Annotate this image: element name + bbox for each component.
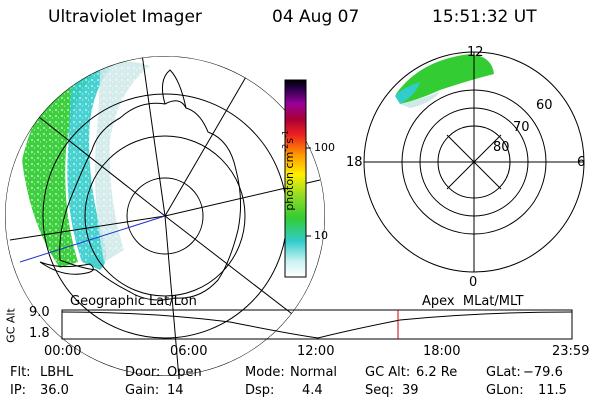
gcalt-label: GC Alt:: [365, 365, 411, 380]
meridian-line: [19, 215, 166, 263]
altitude-ylabel: GC Alt: [4, 308, 18, 343]
glat-value: −79.6: [523, 365, 563, 380]
apex-polar-plot: [363, 51, 585, 273]
altitude-xtick-1200: 12:00: [297, 344, 335, 359]
mlt-label-0: 0: [469, 275, 478, 290]
seq-value: 39: [402, 383, 419, 398]
filter-value: LBHL: [40, 365, 74, 380]
altitude-xtick-1800: 18:00: [423, 344, 461, 359]
door-label: Door:: [125, 365, 161, 380]
geo-panel-title: Geographic Lat/Lon: [70, 294, 197, 309]
altitude-ytick-9: 9.0: [29, 305, 50, 320]
apex-panel-title: Apex MLat/MLT: [422, 294, 524, 309]
mode-label: Mode:: [245, 365, 285, 380]
coastline: [59, 100, 242, 301]
gain-label: Gain:: [125, 383, 160, 398]
altitude-plot: [61, 309, 573, 340]
altitude-xtick-0600: 06:00: [170, 344, 208, 359]
colorbar-unit-label: photon cm-2s-1: [281, 130, 296, 211]
instrument-title: Ultraviolet Imager: [48, 7, 202, 27]
altitude-xtick-0000: 00:00: [44, 344, 82, 359]
gain-value: 14: [167, 383, 184, 398]
altitude-xtick-2359: 23:59: [552, 344, 590, 359]
observation-time: 15:51:32 UT: [432, 7, 537, 27]
colorbar-tick-100: 100: [314, 141, 335, 154]
colorbar-tick-10: 10: [314, 229, 328, 242]
geographic-map: [9, 56, 321, 376]
ip-value: 36.0: [40, 383, 69, 398]
altitude-curve: [61, 311, 573, 339]
dsp-value: 4.4: [302, 383, 323, 398]
filter-label: Flt:: [10, 365, 31, 380]
observation-date: 04 Aug 07: [272, 7, 360, 27]
mlt-label-12: 12: [467, 45, 484, 60]
glon-value: 11.5: [538, 383, 567, 398]
mlt-label-6: 6: [577, 155, 586, 170]
color-scale-bar: [284, 79, 307, 278]
lat-label-70: 70: [513, 120, 530, 135]
lat-label-80: 80: [493, 140, 510, 155]
mode-value: Normal: [290, 365, 338, 380]
lat-label-60: 60: [536, 98, 553, 113]
aurora-oval-apex: [396, 54, 494, 104]
mlt-label-18: 18: [346, 155, 363, 170]
glon-label: GLon:: [486, 383, 524, 398]
ip-label: IP:: [10, 383, 27, 398]
gcalt-value: 6.2 Re: [416, 365, 458, 380]
dsp-label: Dsp:: [245, 383, 275, 398]
altitude-ytick-1.8: 1.8: [29, 326, 50, 341]
door-value: Open: [167, 365, 202, 380]
seq-label: Seq:: [365, 383, 394, 398]
glat-label: GLat:: [486, 365, 521, 380]
